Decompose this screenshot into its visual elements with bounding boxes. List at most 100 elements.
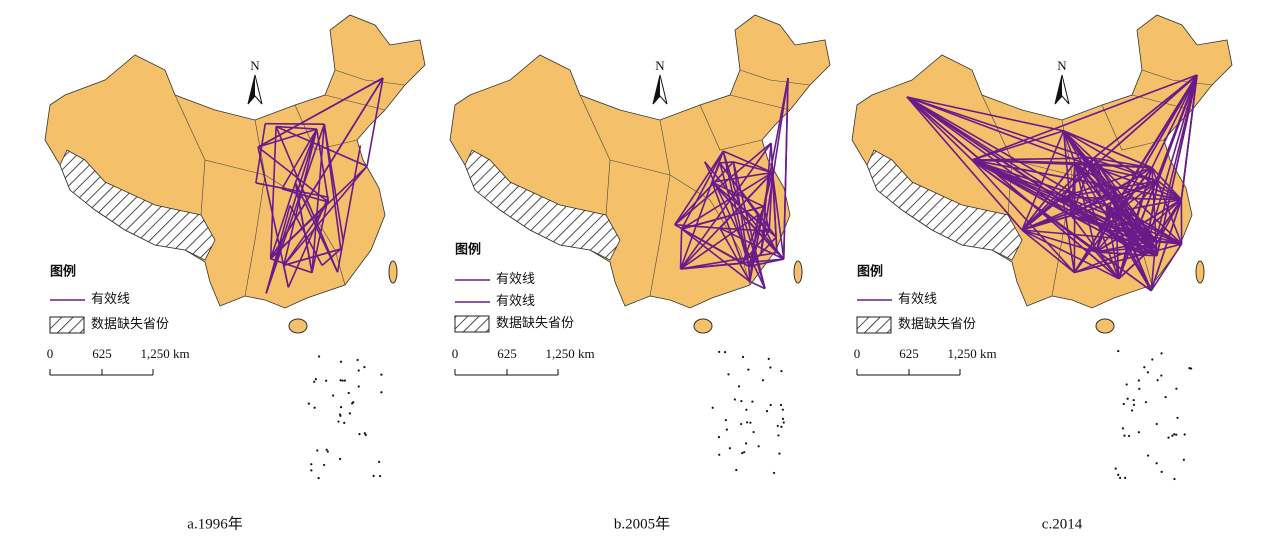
north-arrow-half — [653, 75, 660, 104]
island — [1183, 433, 1186, 436]
effective-line — [1093, 157, 1153, 169]
island — [781, 408, 784, 411]
island — [1182, 458, 1185, 461]
effective-line — [1126, 167, 1153, 246]
effective-line — [1151, 167, 1182, 201]
island — [745, 408, 748, 411]
effective-line — [1118, 254, 1145, 280]
effective-line — [366, 77, 384, 167]
legend-label: 有效线 — [91, 291, 130, 306]
island — [1137, 431, 1140, 434]
effective-line — [1021, 229, 1075, 274]
island — [741, 355, 745, 359]
island — [727, 373, 730, 376]
effective-line — [283, 248, 341, 267]
effective-line — [283, 201, 330, 266]
effective-line — [257, 77, 384, 148]
island — [1138, 387, 1141, 390]
effective-line — [760, 143, 772, 255]
island — [725, 428, 728, 431]
island — [314, 378, 317, 381]
legend-hatch — [454, 315, 490, 333]
island — [338, 413, 342, 416]
effective-line — [276, 125, 317, 130]
effective-line — [680, 258, 784, 270]
effective-line — [768, 172, 774, 232]
legend-title: 图例 — [50, 264, 76, 280]
effective-line — [311, 124, 326, 273]
island — [1156, 379, 1159, 382]
effective-line — [906, 96, 973, 161]
island — [339, 360, 343, 363]
missing-province — [464, 149, 621, 261]
island — [740, 399, 743, 403]
effective-line — [722, 150, 773, 174]
effective-line — [681, 171, 773, 230]
missing-province — [866, 149, 1023, 261]
island — [347, 391, 350, 395]
effective-line — [674, 142, 772, 226]
island — [728, 447, 731, 450]
effective-line — [782, 77, 789, 260]
island — [780, 425, 783, 428]
island — [733, 398, 736, 401]
legend-title: 图例 — [455, 242, 481, 258]
effective-line — [1154, 199, 1183, 247]
effective-line — [1062, 196, 1156, 248]
effective-line — [711, 181, 744, 264]
province-border — [1101, 104, 1165, 151]
caption: c.2014 — [1042, 516, 1083, 532]
effective-line — [336, 145, 362, 273]
effective-line — [971, 74, 1198, 161]
island — [1173, 433, 1176, 436]
province-border — [334, 69, 406, 86]
island — [777, 434, 780, 437]
island — [779, 403, 783, 407]
island — [723, 351, 727, 354]
effective-line — [719, 171, 773, 229]
island — [1190, 367, 1193, 370]
island — [1121, 427, 1125, 430]
island — [717, 435, 721, 439]
island — [1137, 379, 1140, 382]
effective-line — [906, 96, 1120, 280]
province-border — [605, 159, 611, 216]
island — [747, 368, 750, 371]
effective-line — [1070, 215, 1120, 280]
scale-label: 0 — [854, 346, 861, 361]
island — [339, 457, 342, 461]
effective-line — [1095, 245, 1156, 253]
north-label: N — [250, 58, 260, 73]
effective-line — [674, 150, 724, 226]
effective-line — [681, 228, 751, 283]
island — [378, 460, 381, 463]
island — [1117, 349, 1120, 353]
effective-line — [269, 77, 384, 260]
island — [1173, 477, 1176, 481]
province-border — [739, 69, 811, 86]
island — [1160, 470, 1163, 474]
island — [1122, 402, 1125, 406]
island — [1155, 422, 1158, 426]
effective-line — [906, 96, 1159, 182]
legend-hatch — [49, 316, 85, 334]
effective-line — [1062, 130, 1073, 216]
island — [776, 424, 779, 428]
island — [1127, 434, 1131, 438]
island — [356, 358, 359, 362]
effective-line — [722, 150, 750, 267]
island — [1155, 462, 1158, 465]
effective-line — [257, 146, 329, 203]
effective-line — [1157, 180, 1182, 201]
effective-line — [1117, 74, 1198, 279]
island — [1160, 374, 1163, 377]
effective-line — [719, 227, 751, 282]
north-arrow-half — [1055, 75, 1062, 104]
effective-line — [1155, 240, 1158, 256]
island — [746, 421, 749, 424]
scale-label: 625 — [497, 346, 517, 361]
island — [1119, 476, 1122, 479]
effective-line — [674, 224, 750, 268]
island — [1126, 397, 1129, 400]
effective-line — [1073, 74, 1198, 273]
